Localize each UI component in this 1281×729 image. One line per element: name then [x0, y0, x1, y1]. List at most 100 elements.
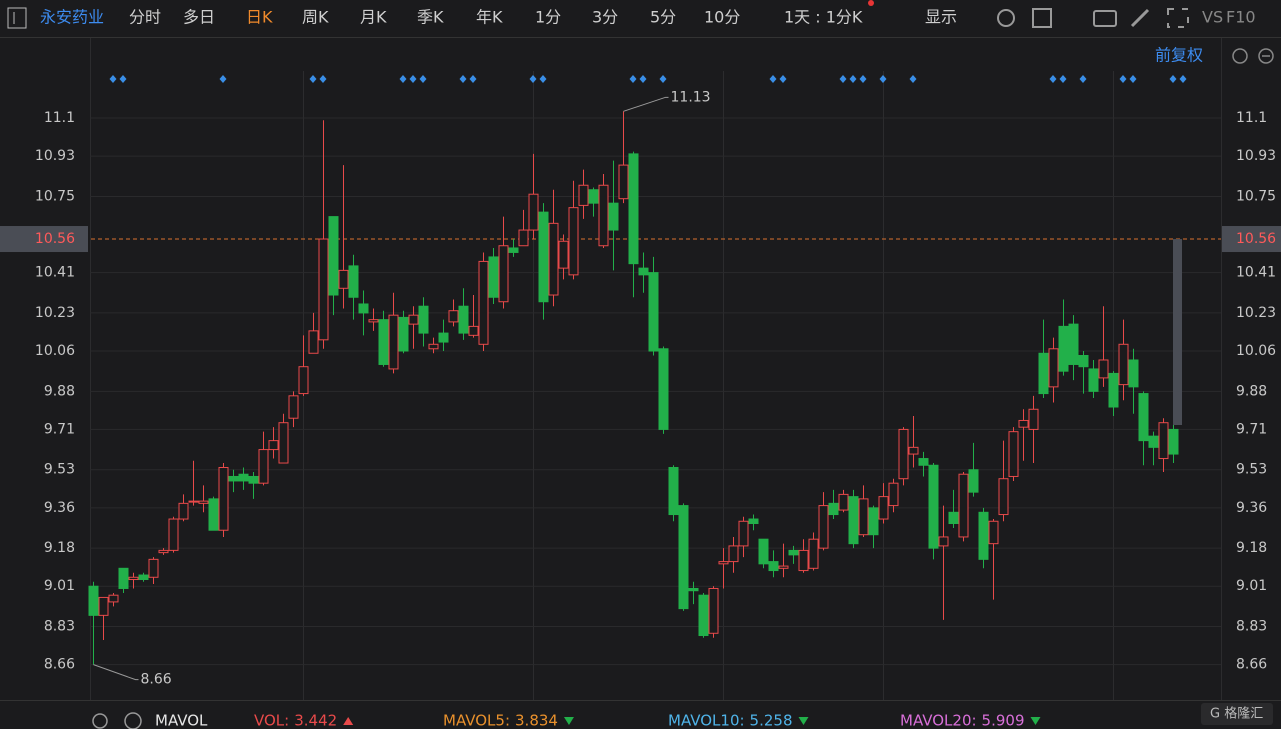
- event-marker[interactable]: [1049, 75, 1057, 83]
- event-marker[interactable]: [469, 75, 477, 83]
- tab[interactable]: 多日: [183, 8, 215, 27]
- event-marker[interactable]: [1179, 75, 1187, 83]
- low-leader: [93, 664, 139, 681]
- event-marker[interactable]: [459, 75, 467, 83]
- candle-body: [698, 594, 709, 637]
- event-marker[interactable]: [849, 75, 857, 83]
- candle-body: [638, 267, 649, 276]
- event-marker[interactable]: [659, 75, 667, 83]
- candle-body: [1068, 323, 1079, 365]
- candle-body: [558, 240, 569, 269]
- reset-icon[interactable]: [1232, 48, 1248, 64]
- high-leader: [623, 96, 669, 112]
- event-marker[interactable]: [409, 75, 417, 83]
- candle-body: [168, 518, 179, 551]
- pen-icon[interactable]: [1130, 8, 1150, 28]
- event-marker[interactable]: [529, 75, 537, 83]
- candle-body: [398, 316, 409, 352]
- vs-button[interactable]: VS: [1202, 8, 1223, 27]
- tab[interactable]: 3分: [592, 8, 618, 27]
- notify-dot: [868, 0, 874, 6]
- event-marker[interactable]: [319, 75, 327, 83]
- event-marker[interactable]: [909, 75, 917, 83]
- event-marker[interactable]: [399, 75, 407, 83]
- y-tick-label: 10.06: [35, 343, 75, 359]
- tab[interactable]: 分时: [129, 8, 161, 27]
- candle-body: [738, 520, 749, 547]
- event-marker[interactable]: [629, 75, 637, 83]
- fullscreen-icon[interactable]: [1167, 8, 1189, 28]
- tab[interactable]: 季K: [417, 8, 444, 27]
- zoom-out-icon[interactable]: [1258, 48, 1274, 64]
- candle-body: [368, 319, 379, 323]
- event-marker[interactable]: [1119, 75, 1127, 83]
- candle-body: [1158, 422, 1169, 460]
- box-icon[interactable]: [1032, 8, 1052, 28]
- event-marker[interactable]: [859, 75, 867, 83]
- candle-body: [1008, 431, 1019, 477]
- candle-body: [908, 446, 919, 455]
- event-marker[interactable]: [219, 75, 227, 83]
- candle-body: [948, 511, 959, 525]
- live-bar: [1173, 239, 1182, 425]
- y-tick-label-right: 10.06: [1236, 343, 1276, 359]
- y-tick-label: 10.75: [35, 188, 75, 204]
- event-marker[interactable]: [879, 75, 887, 83]
- current-price-box: [0, 226, 88, 253]
- f10-button[interactable]: F10: [1226, 8, 1256, 27]
- tab[interactable]: 周K: [302, 8, 329, 27]
- event-marker[interactable]: [109, 75, 117, 83]
- candle-body: [548, 222, 559, 296]
- y-tick-label: 9.18: [44, 540, 75, 556]
- candle-body: [498, 245, 509, 303]
- indicator-settings[interactable]: [92, 713, 108, 729]
- tab[interactable]: 月K: [360, 8, 387, 27]
- candle-body: [118, 567, 129, 589]
- y-tick-label-right: 8.66: [1236, 657, 1267, 673]
- menu-icon[interactable]: [7, 7, 27, 29]
- settings-icon[interactable]: [997, 9, 1015, 27]
- candle-body: [318, 238, 329, 341]
- trend-arrow: [798, 717, 809, 725]
- y-tick-label: 9.36: [44, 500, 75, 516]
- indicator-name[interactable]: MAVOL: [155, 712, 208, 729]
- candle-body: [978, 511, 989, 560]
- tab[interactable]: 10分: [704, 8, 740, 27]
- event-marker[interactable]: [769, 75, 777, 83]
- event-marker[interactable]: [539, 75, 547, 83]
- stock-name[interactable]: 永安药业: [40, 8, 104, 27]
- event-marker[interactable]: [419, 75, 427, 83]
- event-marker[interactable]: [1129, 75, 1137, 83]
- y-tick-label-right: 9.01: [1236, 578, 1267, 594]
- event-marker[interactable]: [309, 75, 317, 83]
- tab[interactable]: 1分: [535, 8, 561, 27]
- event-marker[interactable]: [1169, 75, 1177, 83]
- tab[interactable]: 5分: [650, 8, 676, 27]
- display-menu[interactable]: 显示: [925, 8, 957, 27]
- candle-body: [438, 332, 449, 343]
- candle-body: [488, 256, 499, 298]
- candle-body: [388, 314, 399, 370]
- camera-icon[interactable]: [1093, 10, 1117, 27]
- tab[interactable]: 日K: [246, 8, 273, 27]
- y-tick-label-right: 9.88: [1236, 383, 1267, 399]
- candle-body: [138, 574, 149, 581]
- event-marker[interactable]: [779, 75, 787, 83]
- period-select[interactable]: 1天 : 1分K: [784, 8, 863, 27]
- tab[interactable]: 年K: [476, 8, 503, 27]
- candle-body: [1118, 343, 1129, 386]
- event-marker[interactable]: [1079, 75, 1087, 83]
- candle-body: [628, 153, 639, 265]
- event-marker[interactable]: [119, 75, 127, 83]
- candle-body: [678, 505, 689, 610]
- candle-body: [918, 458, 929, 466]
- adjust-mode[interactable]: 前复权: [1155, 46, 1203, 65]
- candle-body: [878, 496, 889, 520]
- event-marker[interactable]: [1059, 75, 1067, 83]
- event-marker[interactable]: [639, 75, 647, 83]
- y-tick-label-right: 11.1: [1236, 110, 1267, 126]
- event-marker[interactable]: [839, 75, 847, 83]
- indicator-close[interactable]: [124, 712, 142, 729]
- candle-body: [668, 467, 679, 516]
- watermark-text: G 格隆汇: [1210, 706, 1263, 722]
